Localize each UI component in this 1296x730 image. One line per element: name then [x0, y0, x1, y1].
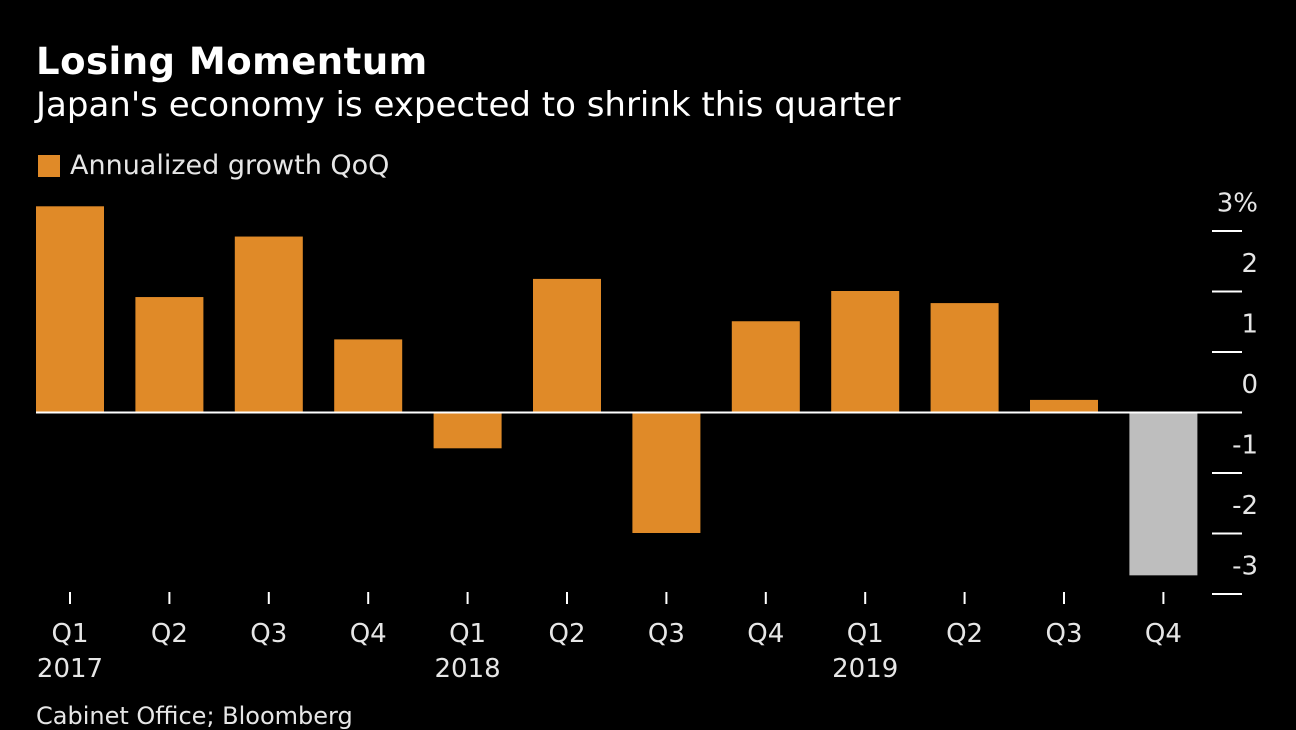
y-tick-label: 1 [1241, 310, 1258, 340]
legend-swatch [38, 154, 60, 177]
source-note: Cabinet Office; Bloomberg [36, 702, 353, 730]
x-tick-label: Q4 [1145, 619, 1182, 649]
x-tick-label: Q3 [648, 619, 685, 649]
bar [632, 412, 701, 533]
x-tick-label: Q1 [847, 619, 884, 649]
bar [1030, 399, 1098, 412]
x-tick-label: Q2 [946, 619, 983, 649]
bar [234, 236, 303, 412]
x-tick-label: Q1 [51, 619, 88, 649]
bar [731, 321, 800, 412]
y-tick-label: 3% [1217, 189, 1258, 219]
chart-subtitle: Japan's economy is expected to shrink th… [36, 85, 901, 125]
y-tick-label: 2 [1241, 249, 1258, 279]
y-tick-label: -1 [1232, 431, 1258, 461]
bar [930, 303, 999, 412]
x-year-label: 2018 [435, 654, 501, 684]
y-tick-label: 0 [1241, 370, 1258, 400]
x-tick-label: Q1 [449, 619, 486, 649]
bar [1129, 412, 1198, 576]
y-tick-label: -2 [1232, 491, 1258, 521]
legend-label: Annualized growth QoQ [70, 150, 390, 181]
x-year-label: 2019 [832, 654, 898, 684]
bar [433, 412, 502, 449]
bar [831, 291, 900, 412]
x-year-label: 2017 [37, 654, 103, 684]
x-tick-label: Q2 [151, 619, 188, 649]
x-tick-label: Q3 [250, 619, 287, 649]
x-tick-label: Q2 [548, 619, 585, 649]
bar [135, 297, 204, 412]
chart-title: Losing Momentum [36, 40, 428, 83]
bar [36, 206, 104, 412]
y-tick-label: -3 [1232, 552, 1258, 582]
x-tick-label: Q4 [350, 619, 387, 649]
x-tick-label: Q3 [1045, 619, 1082, 649]
x-tick-label: Q4 [747, 619, 784, 649]
bar [334, 339, 403, 412]
bar [533, 278, 601, 412]
legend: Annualized growth QoQ [38, 150, 389, 181]
